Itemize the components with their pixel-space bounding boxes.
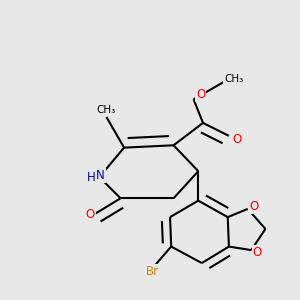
Text: N: N (96, 169, 105, 182)
Text: Br: Br (146, 265, 159, 278)
Text: O: O (253, 246, 262, 259)
Text: O: O (249, 200, 258, 213)
Text: CH₃: CH₃ (224, 74, 243, 84)
Text: O: O (85, 208, 94, 221)
Text: H: H (87, 171, 95, 184)
Text: O: O (232, 133, 242, 146)
Text: CH₃: CH₃ (97, 105, 116, 115)
Text: O: O (196, 88, 205, 101)
